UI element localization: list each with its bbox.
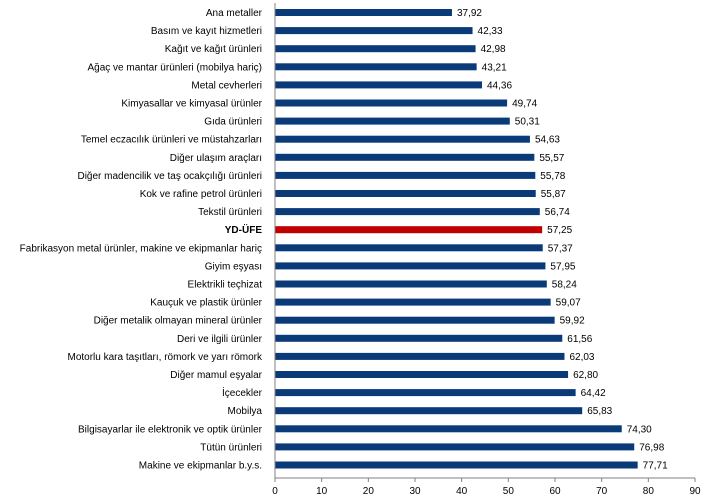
category-label-22: Mobilya bbox=[228, 406, 263, 417]
value-label-10: 55,87 bbox=[541, 189, 566, 200]
value-label-17: 59,92 bbox=[560, 316, 585, 327]
x-tick-label-9: 90 bbox=[689, 486, 701, 497]
value-label-14: 57,95 bbox=[550, 261, 575, 272]
category-label-3: Ağaç ve mantar ürünleri (mobilya hariç) bbox=[87, 62, 262, 73]
value-label-13: 57,37 bbox=[548, 243, 573, 254]
category-label-9: Diğer madencilik ve taş ocakçılığı ürünl… bbox=[77, 171, 262, 182]
bar-20 bbox=[275, 371, 569, 378]
category-label-12: YD-ÜFE bbox=[225, 223, 263, 236]
bar-23 bbox=[275, 425, 622, 433]
value-label-15: 58,24 bbox=[552, 280, 577, 291]
bar-22 bbox=[275, 407, 583, 415]
category-label-2: Kağıt ve kağıt ürünleri bbox=[165, 44, 262, 55]
category-label-11: Tekstil ürünleri bbox=[198, 207, 262, 218]
category-label-13: Fabrikasyon metal ürünler, makine ve eki… bbox=[20, 243, 262, 254]
value-label-12: 57,25 bbox=[547, 225, 572, 236]
category-labels: Ana metaller Basım ve kayıt hizmetleri Kağ… bbox=[20, 8, 263, 472]
bar-11 bbox=[275, 208, 540, 216]
value-label-20: 62,80 bbox=[573, 370, 598, 381]
bar-21 bbox=[275, 389, 576, 397]
bar-6 bbox=[275, 117, 510, 125]
category-label-21: İçecekler bbox=[222, 386, 263, 399]
category-label-7: Temel eczacılık ürünleri ve müstahzarlar… bbox=[81, 135, 262, 146]
category-label-1: Basım ve kayıt hizmetleri bbox=[151, 26, 262, 37]
x-tick-label-4: 40 bbox=[456, 486, 468, 497]
category-label-23: Bilgisayarlar ile elektronik ve optik ür… bbox=[78, 424, 263, 435]
value-label-4: 44,36 bbox=[487, 80, 512, 91]
value-label-19: 62,03 bbox=[569, 352, 594, 363]
category-label-16: Kauçuk ve plastik ürünler bbox=[150, 298, 262, 309]
bar-13 bbox=[275, 244, 543, 252]
bar-24 bbox=[275, 443, 635, 451]
category-label-25: Makine ve ekipmanlar b.y.s. bbox=[139, 461, 262, 472]
bar-0 bbox=[275, 9, 452, 16]
bar-5 bbox=[275, 99, 508, 107]
value-label-3: 43,21 bbox=[482, 62, 507, 73]
value-label-7: 54,63 bbox=[535, 135, 560, 146]
bar-2 bbox=[275, 45, 476, 53]
bar-19 bbox=[275, 352, 565, 360]
category-label-5: Kimyasallar ve kimyasal ürünler bbox=[121, 99, 262, 110]
x-tick-label-5: 50 bbox=[503, 486, 515, 497]
bar-10 bbox=[275, 190, 536, 197]
category-label-14: Giyim eşyası bbox=[205, 261, 262, 272]
x-axis: 0 10 20 30 40 50 60 70 80 90 bbox=[272, 3, 701, 497]
x-tick-label-6: 60 bbox=[549, 486, 561, 497]
bar-3 bbox=[275, 63, 477, 71]
x-tick-label-8: 80 bbox=[643, 486, 655, 497]
value-label-1: 42,33 bbox=[478, 26, 503, 37]
value-label-21: 64,42 bbox=[581, 388, 606, 399]
category-label-8: Diğer ulaşım araçları bbox=[170, 153, 262, 164]
category-label-0: Ana metaller bbox=[206, 8, 263, 19]
value-label-11: 56,74 bbox=[545, 207, 570, 218]
bar-9 bbox=[275, 171, 536, 179]
category-label-17: Diğer metalik olmayan mineral ürünler bbox=[94, 316, 263, 327]
x-tick-label-0: 0 bbox=[272, 486, 278, 497]
value-label-25: 77,71 bbox=[643, 461, 668, 472]
value-label-5: 49,74 bbox=[512, 99, 537, 110]
bar-12 bbox=[275, 226, 543, 234]
category-label-4: Metal cevherleri bbox=[191, 80, 262, 91]
value-label-9: 55,78 bbox=[540, 171, 565, 182]
value-label-8: 55,57 bbox=[539, 153, 564, 164]
bar-14 bbox=[275, 262, 546, 270]
category-label-10: Kok ve rafine petrol ürünleri bbox=[140, 189, 262, 200]
category-label-18: Deri ve ilgili ürünler bbox=[177, 334, 263, 345]
value-label-2: 42,98 bbox=[481, 44, 506, 55]
bar-17 bbox=[275, 316, 555, 324]
x-tick-label-2: 20 bbox=[363, 486, 375, 497]
bar-7 bbox=[275, 135, 530, 143]
bar-15 bbox=[275, 280, 547, 288]
bar-4 bbox=[275, 81, 483, 89]
category-label-20: Diğer mamul eşyalar bbox=[170, 370, 262, 381]
bar-25 bbox=[275, 461, 638, 469]
bar-16 bbox=[275, 298, 551, 306]
bars-group bbox=[275, 9, 638, 469]
category-label-19: Motorlu kara taşıtları, römork ve yarı r… bbox=[68, 352, 263, 363]
category-label-6: Gıda ürünleri bbox=[204, 117, 262, 128]
x-tick-label-7: 70 bbox=[596, 486, 608, 497]
value-label-0: 37,92 bbox=[457, 8, 482, 19]
category-label-24: Tütün ürünleri bbox=[200, 442, 262, 453]
value-label-24: 76,98 bbox=[639, 442, 664, 453]
value-label-23: 74,30 bbox=[627, 424, 652, 435]
value-label-6: 50,31 bbox=[515, 117, 540, 128]
bar-18 bbox=[275, 334, 563, 342]
bar-8 bbox=[275, 153, 535, 161]
bar-1 bbox=[275, 27, 473, 35]
value-label-18: 61,56 bbox=[567, 334, 592, 345]
x-tick-label-3: 30 bbox=[409, 486, 421, 497]
x-tick-label-1: 10 bbox=[316, 486, 328, 497]
category-label-15: Elektrikli teçhizat bbox=[188, 280, 263, 291]
value-label-16: 59,07 bbox=[556, 298, 581, 309]
value-label-22: 65,83 bbox=[587, 406, 612, 417]
